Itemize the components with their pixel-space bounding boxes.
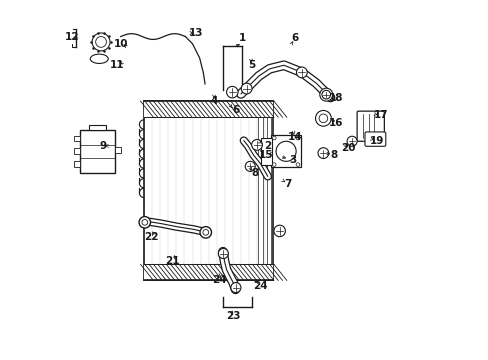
Text: 14: 14 [287, 132, 302, 142]
Bar [144, 264, 273, 280]
Bar [271, 135, 300, 167]
Circle shape [244, 161, 255, 171]
Circle shape [272, 136, 276, 140]
Circle shape [251, 139, 262, 150]
Circle shape [96, 37, 106, 47]
Text: 11: 11 [110, 60, 124, 70]
Bar [74, 148, 80, 154]
Circle shape [296, 163, 299, 166]
Circle shape [241, 83, 251, 94]
Circle shape [272, 163, 276, 166]
Bar [74, 161, 80, 167]
Circle shape [317, 148, 328, 158]
FancyBboxPatch shape [356, 111, 384, 141]
Text: 24: 24 [212, 275, 226, 285]
Circle shape [230, 283, 241, 293]
Circle shape [296, 67, 306, 78]
Text: 5: 5 [247, 60, 255, 70]
Circle shape [321, 90, 330, 99]
FancyBboxPatch shape [364, 132, 385, 146]
Text: 12: 12 [65, 32, 80, 41]
Text: 13: 13 [188, 28, 203, 38]
Text: 8: 8 [251, 168, 258, 178]
Text: 16: 16 [328, 118, 343, 128]
Circle shape [319, 114, 327, 123]
Text: 10: 10 [113, 39, 128, 49]
Circle shape [218, 248, 228, 258]
Text: 6: 6 [231, 105, 239, 115]
Circle shape [296, 136, 299, 140]
Circle shape [92, 33, 110, 51]
Bar [144, 101, 273, 280]
Circle shape [226, 86, 238, 98]
Text: 22: 22 [144, 232, 158, 242]
Text: 9: 9 [99, 141, 106, 151]
Bar [144, 101, 273, 117]
Circle shape [346, 136, 356, 146]
Circle shape [276, 141, 296, 161]
Bar [88, 125, 106, 130]
Text: 23: 23 [226, 311, 241, 321]
Circle shape [315, 111, 330, 126]
Circle shape [273, 225, 285, 237]
Circle shape [203, 229, 208, 235]
Text: 18: 18 [328, 93, 343, 103]
Text: 3: 3 [289, 155, 296, 165]
Ellipse shape [90, 54, 108, 63]
Text: 17: 17 [373, 111, 387, 121]
Circle shape [319, 88, 332, 101]
Circle shape [200, 226, 211, 238]
FancyBboxPatch shape [80, 130, 115, 173]
Bar [260, 138, 271, 165]
Text: 4: 4 [210, 96, 217, 106]
Text: 6: 6 [290, 33, 298, 43]
Text: 21: 21 [165, 256, 180, 266]
Text: 2: 2 [264, 141, 271, 151]
Text: 7: 7 [283, 179, 291, 189]
Text: 24: 24 [253, 281, 267, 291]
Bar [74, 135, 80, 141]
Text: 19: 19 [369, 136, 384, 145]
Text: 8: 8 [330, 150, 337, 160]
Bar [115, 147, 121, 153]
Text: 1: 1 [239, 33, 246, 43]
Circle shape [142, 220, 147, 225]
Text: 15: 15 [258, 150, 273, 160]
Circle shape [139, 217, 150, 228]
Text: 20: 20 [341, 143, 355, 153]
